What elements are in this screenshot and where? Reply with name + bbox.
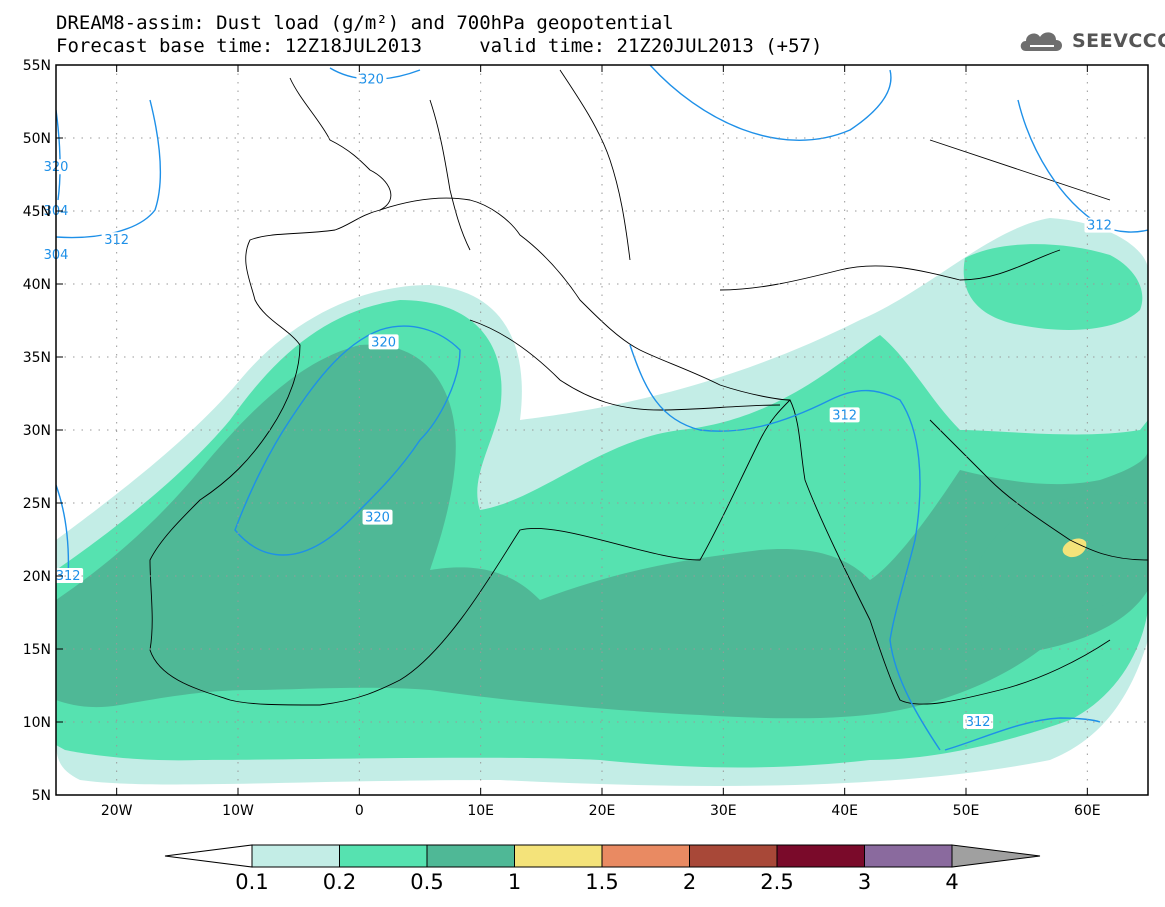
dust-layer xyxy=(56,218,1148,786)
longitude-labels: 20W 10W 0 10E 20E 30E 40E 50E 60E xyxy=(101,803,1101,819)
seevccc-logo: SEEVCCC xyxy=(1018,26,1165,56)
contour-312-west xyxy=(56,99,162,239)
dust-region-0.5 xyxy=(56,344,1148,719)
contour-320-sahara xyxy=(234,325,461,556)
lon-label: 60E xyxy=(1074,803,1101,819)
colorbar-swatch xyxy=(339,844,428,868)
axis-ticks xyxy=(56,64,1088,796)
lon-label: 0 xyxy=(355,803,364,819)
lon-label: 50E xyxy=(953,803,980,819)
lon-label: 10E xyxy=(467,803,494,819)
map-frame xyxy=(55,64,1149,796)
lat-label: 50N xyxy=(23,131,51,147)
colorbar-swatch xyxy=(251,844,340,868)
colorbar-legend: 0.1 0.2 0.5 1 1.5 2 2.5 3 4 xyxy=(164,844,1041,894)
lat-label: 40N xyxy=(23,277,51,293)
lon-label: 20W xyxy=(101,803,133,819)
contour-label: 312 xyxy=(1087,219,1112,234)
colorbar-label: 4 xyxy=(945,870,958,894)
lat-label: 35N xyxy=(23,350,51,366)
colorbar-swatch xyxy=(689,844,778,868)
colorbar-label: 0.2 xyxy=(323,870,356,894)
colorbar-swatch xyxy=(514,844,603,868)
colorbar-label: 3 xyxy=(858,870,871,894)
colorbar-label: 1 xyxy=(508,870,521,894)
lon-label: 40E xyxy=(831,803,858,819)
chart-subtitle: Forecast base time: 12Z18JUL2013 valid t… xyxy=(56,35,823,57)
colorbar-label: 1.5 xyxy=(585,870,618,894)
geopotential-contours xyxy=(56,65,1148,751)
contour-304-ne xyxy=(649,65,892,141)
colorbar-label: 2.5 xyxy=(760,870,793,894)
contour-label: 312 xyxy=(56,569,81,584)
lat-label: 15N xyxy=(23,642,51,658)
dust-region-0.5 xyxy=(979,494,1148,620)
colorbar-under-arrow xyxy=(164,844,253,868)
lon-label: 20E xyxy=(589,803,616,819)
dust-region-0.2 xyxy=(963,244,1143,330)
lat-label: 5N xyxy=(32,788,51,804)
contour-label: 320 xyxy=(359,73,384,88)
colorbar-swatch xyxy=(864,844,953,868)
colorbar-swatch xyxy=(776,844,865,868)
lat-label: 20N xyxy=(23,569,51,585)
logo-text: SEEVCCC xyxy=(1072,30,1165,52)
contour-label: 320 xyxy=(371,335,396,350)
dust-region-1 xyxy=(1062,538,1087,558)
lat-label: 30N xyxy=(23,423,51,439)
lon-label: 30E xyxy=(710,803,737,819)
contour-304-w xyxy=(56,109,61,201)
contour-label: 312 xyxy=(966,715,991,730)
contour-labels: 320 304 304 312 320 320 312 320 312 312 … xyxy=(41,71,1115,730)
lat-label: 55N xyxy=(23,58,51,74)
colorbar-label: 0.5 xyxy=(410,870,443,894)
colorbar-swatch xyxy=(426,844,515,868)
contour-312-central xyxy=(629,344,941,751)
contour-label: 312 xyxy=(832,408,857,423)
lat-label: 45N xyxy=(23,204,51,220)
coastlines xyxy=(149,69,1148,706)
contour-320-ne xyxy=(1017,99,1148,233)
latitude-labels: 55N 50N 45N 40N 35N 30N 25N 20N 15N 10N 5N xyxy=(23,58,51,804)
lat-label: 25N xyxy=(23,496,51,512)
cloud-icon xyxy=(1020,32,1062,51)
colorbar-label: 0.1 xyxy=(235,870,268,894)
lon-label: 10W xyxy=(222,803,254,819)
lat-label: 10N xyxy=(23,715,51,731)
colorbar-label: 2 xyxy=(683,870,696,894)
contour-label: 312 xyxy=(104,233,129,248)
graticule xyxy=(56,65,1148,795)
colorbar-over-arrow xyxy=(951,844,1041,868)
contour-label: 320 xyxy=(365,511,390,526)
chart-title: DREAM8-assim: Dust load (g/m²) and 700hP… xyxy=(56,12,674,34)
colorbar-swatch xyxy=(601,844,690,868)
contour-312-se xyxy=(944,717,1101,751)
